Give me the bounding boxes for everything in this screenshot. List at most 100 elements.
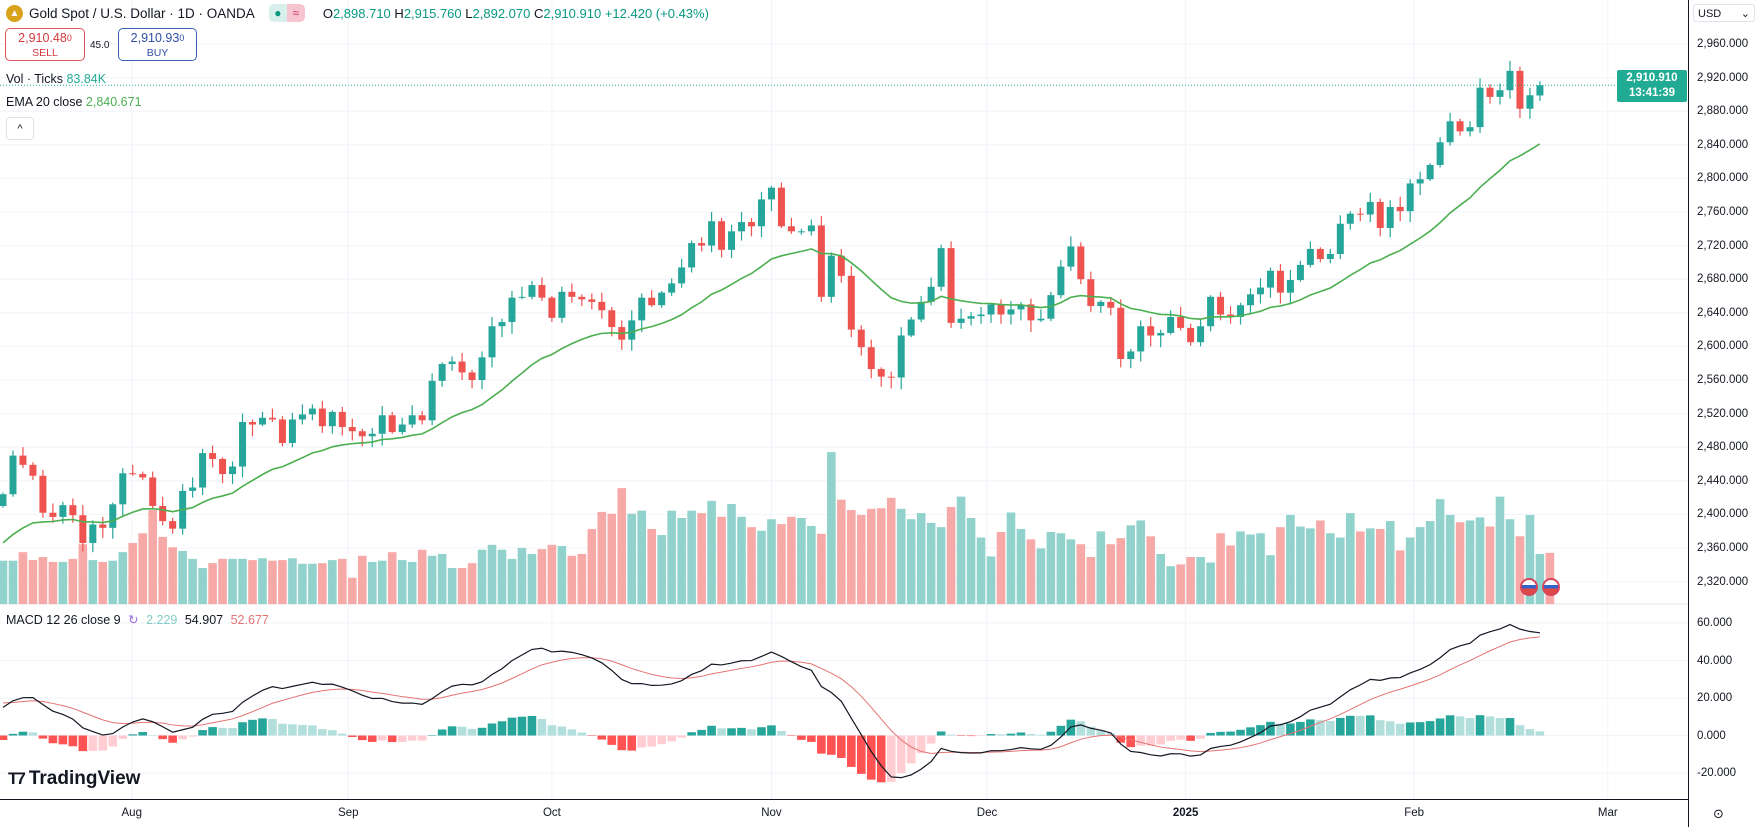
candle-body: [927, 286, 935, 302]
macd-histogram-bar: [8, 733, 18, 736]
macd-histogram-bar: [1276, 723, 1285, 736]
volume-bar: [118, 552, 128, 604]
data-delay-icon[interactable]: ≈: [286, 4, 305, 22]
macd-histogram-bar: [108, 735, 118, 747]
macd-histogram-bar: [1086, 726, 1096, 736]
volume-bar: [417, 549, 427, 604]
macd-tick-label: -20.000: [1697, 767, 1737, 779]
volume-bar: [427, 555, 437, 604]
time-axis[interactable]: Aug Sep Oct Nov Dec 2025 Feb Mar: [0, 799, 1688, 828]
volume-bar: [457, 568, 467, 604]
volume-bar: [956, 496, 966, 604]
volume-bar: [1266, 555, 1275, 604]
macd-histogram-bar: [377, 735, 387, 741]
volume-bar: [238, 558, 247, 604]
ema-legend[interactable]: EMA 20 close 2,840.671: [6, 95, 142, 109]
candle-body: [1486, 87, 1494, 97]
tradingview-logo[interactable]: T7 TradingView: [8, 768, 140, 790]
macd-histogram-bar: [477, 727, 487, 736]
macd-histogram-bar: [1455, 716, 1465, 736]
macd-histogram-bar: [1006, 733, 1016, 736]
macd-histogram-bar: [557, 726, 567, 736]
candle-body: [398, 424, 406, 433]
volume-bar: [138, 533, 148, 604]
volume-bar: [288, 558, 297, 604]
macd-histogram-bar: [338, 733, 347, 736]
macd-histogram-bar: [717, 728, 726, 736]
volume-bar: [178, 550, 187, 604]
candle-body: [1346, 213, 1354, 224]
volume-bar: [1186, 557, 1195, 604]
macd-legend[interactable]: MACD 12 26 close 9 ↻ 2.229 54.907 52.677: [6, 612, 269, 627]
macd-histogram-bar: [567, 729, 577, 736]
volume-bar: [707, 500, 716, 604]
macd-histogram-bar: [168, 735, 177, 743]
low-value: 2,892.070: [472, 5, 531, 21]
macd-histogram-bar: [777, 730, 786, 736]
price-tick-label: 2,880.000: [1697, 105, 1749, 118]
candle-body: [777, 187, 785, 227]
sell-price-pip: 0: [66, 33, 72, 43]
settings-eye-icon[interactable]: ⊙: [1713, 806, 1724, 821]
volume-bar: [1106, 544, 1116, 604]
candle-body: [817, 225, 825, 297]
candle-body: [209, 453, 217, 459]
candle-body: [1256, 287, 1264, 295]
volume-bar: [1316, 520, 1325, 604]
economic-events[interactable]: [1520, 578, 1560, 596]
macd-histogram-bar: [298, 724, 307, 736]
volume-bar: [1056, 533, 1066, 604]
candle-body: [1396, 206, 1404, 212]
candle-body: [837, 255, 845, 276]
candle-body: [189, 487, 197, 491]
macd-histogram-bar: [1296, 721, 1305, 736]
macd-histogram-bar: [248, 719, 257, 736]
volume-bar: [767, 519, 776, 604]
volume-bar: [88, 560, 98, 604]
macd-histogram-bar: [1365, 715, 1375, 736]
candle-body: [249, 422, 256, 425]
candle-body: [49, 512, 57, 517]
macd-histogram-bar: [218, 727, 227, 736]
macd-histogram-bar: [1126, 735, 1136, 748]
us-flag-event-icon[interactable]: [1520, 578, 1538, 596]
candle-body: [917, 301, 925, 320]
volume-bar: [188, 558, 197, 604]
candle-body: [1356, 213, 1364, 215]
candle-body: [29, 464, 37, 476]
currency-selector[interactable]: USD ⌄: [1693, 4, 1755, 22]
price-axis[interactable]: USD ⌄ ⊙ 2,960.000 2,920.000 2,880.000 2,840.…: [1688, 0, 1759, 827]
price-tick-label: 2,640.000: [1697, 306, 1749, 319]
us-flag-event-icon[interactable]: [1542, 578, 1560, 596]
volume-bar: [866, 508, 876, 604]
candle-body: [997, 304, 1005, 315]
macd-histogram-bar: [1106, 733, 1116, 736]
macd-histogram-bar: [637, 735, 647, 748]
symbol-title[interactable]: Gold Spot / U.S. Dollar · 1D · OANDA: [29, 5, 255, 21]
candle-body: [109, 504, 117, 528]
candle-body: [139, 474, 147, 478]
sell-button[interactable]: 2,910.480 SELL: [5, 28, 85, 61]
macd-histogram-bar: [427, 735, 437, 736]
candle-body: [59, 505, 67, 517]
collapse-legend-button[interactable]: ^: [6, 117, 34, 140]
volume-bar: [487, 544, 497, 604]
sync-icon[interactable]: ↻: [128, 613, 139, 627]
macd-histogram-bar: [647, 735, 656, 747]
price-chart[interactable]: [0, 0, 1688, 800]
macd-histogram-bar: [1266, 721, 1275, 736]
macd-histogram-bar: [787, 735, 796, 737]
market-open-dot-icon[interactable]: ●: [268, 4, 287, 22]
candle-body: [678, 267, 686, 284]
candle-body: [1037, 318, 1045, 321]
candle-body: [298, 414, 306, 420]
candle-body: [258, 417, 266, 425]
volume-bar: [328, 560, 337, 604]
candle-body: [1227, 314, 1235, 317]
macd-histogram-bar: [1256, 725, 1265, 736]
buy-button[interactable]: 2,910.930 BUY: [118, 28, 197, 61]
volume-bar: [108, 560, 118, 604]
volume-legend[interactable]: Vol · Ticks 83.84K: [6, 72, 106, 86]
market-status[interactable]: ● ≈: [268, 4, 305, 22]
volume-bar: [1026, 539, 1036, 604]
